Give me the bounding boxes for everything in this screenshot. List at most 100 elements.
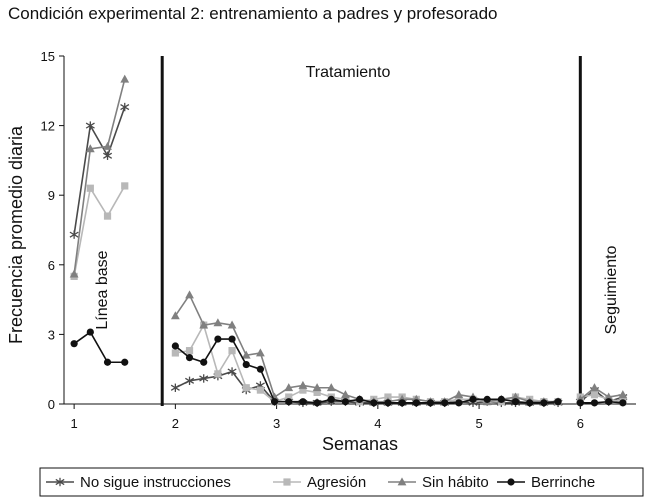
data-point-triangle: [103, 141, 112, 150]
data-point-circle: [121, 358, 129, 366]
data-point-triangle: [199, 320, 209, 329]
data-point-triangle: [256, 348, 265, 357]
x-tick-label: 2: [172, 416, 179, 431]
star-stroke: [120, 103, 130, 111]
data-point-star: [227, 367, 237, 376]
data-point-square: [313, 388, 321, 396]
series-star: [69, 102, 628, 408]
data-point-triangle: [85, 144, 95, 153]
series-square: [70, 182, 627, 406]
data-point-circle: [256, 365, 265, 373]
data-point-star: [185, 376, 195, 385]
data-point-square: [242, 384, 250, 392]
data-point-square: [121, 182, 129, 190]
data-point-circle: [497, 395, 505, 403]
star-stroke: [199, 375, 209, 382]
data-point-triangle: [312, 383, 322, 392]
data-point-circle: [341, 398, 350, 406]
data-point-circle: [412, 399, 420, 407]
legend-label: Berrinche: [531, 474, 595, 491]
legend-label: Sin hábito: [422, 474, 489, 491]
data-point-square: [171, 349, 179, 357]
data-point-circle: [441, 399, 449, 407]
y-tick-label: 15: [41, 49, 55, 64]
legend-box: [39, 467, 644, 497]
series-line: [73, 185, 126, 277]
y-tick-label: 0: [48, 397, 55, 412]
series-line: [73, 330, 125, 364]
data-point-triangle: [326, 383, 336, 392]
data-point-circle: [483, 395, 491, 403]
star-stroke: [55, 478, 65, 486]
data-point-circle: [540, 399, 548, 407]
data-point-circle: [605, 398, 613, 406]
data-point-triangle: [170, 311, 180, 320]
series-line: [579, 386, 623, 400]
data-point-square: [256, 386, 265, 394]
data-point-square: [86, 184, 94, 192]
followup-label: Seguimiento: [603, 245, 620, 334]
data-point-circle: [370, 399, 378, 407]
data-point-star: [199, 374, 209, 383]
data-point-circle: [313, 399, 321, 407]
star-stroke: [227, 368, 237, 375]
data-point-triangle: [341, 390, 350, 399]
data-point-triangle: [397, 477, 407, 486]
series-line: [73, 79, 126, 275]
data-point-triangle: [618, 390, 628, 399]
data-point-circle: [86, 328, 94, 336]
data-point-circle: [103, 358, 112, 366]
series-triangle: [69, 74, 628, 406]
data-point-square: [185, 347, 194, 355]
data-point-triangle: [69, 269, 79, 278]
series-group: [69, 74, 628, 408]
y-tick-label: 9: [48, 188, 55, 203]
data-point-triangle: [511, 392, 520, 401]
data-point-circle: [185, 354, 194, 362]
star-stroke: [185, 377, 195, 384]
x-tick-label: 5: [475, 416, 482, 431]
data-point-square: [103, 212, 112, 220]
data-point-triangle: [298, 380, 308, 389]
data-point-circle: [171, 342, 179, 350]
baseline-label: Línea base: [94, 250, 111, 329]
data-point-star: [102, 151, 113, 160]
data-point-circle: [299, 398, 307, 406]
data-point-circle: [398, 399, 406, 407]
data-point-square: [299, 386, 307, 394]
y-tick-label: 3: [48, 327, 55, 342]
y-axis-title: Frecuencia promedio diaria: [6, 125, 26, 344]
star-stroke: [85, 122, 95, 129]
series-line: [73, 106, 126, 235]
y-tick-label: 12: [41, 119, 55, 134]
x-tick-label: 4: [374, 416, 381, 431]
data-point-circle: [426, 399, 435, 407]
data-point-star: [69, 230, 79, 239]
data-point-circle: [270, 398, 279, 406]
data-point-star: [170, 383, 180, 392]
data-point-triangle: [120, 74, 130, 83]
star-stroke: [102, 152, 113, 159]
data-point-circle: [511, 398, 520, 406]
phase-lines: [160, 56, 582, 406]
data-point-circle: [554, 398, 562, 406]
chart-title: Condición experimental 2: entrenamiento …: [8, 4, 498, 23]
data-point-star: [85, 121, 95, 130]
data-point-square: [283, 478, 291, 486]
legend: No sigue instrucciones Agresión Sin hábito…: [39, 467, 644, 497]
data-point-star: [55, 477, 65, 487]
legend-label: No sigue instrucciones: [80, 474, 231, 491]
legend-label: Agresión: [307, 474, 366, 491]
data-point-triangle: [185, 290, 194, 299]
data-point-square: [228, 347, 236, 355]
series-circle: [70, 328, 627, 407]
data-point-star: [120, 102, 130, 112]
x-tick-label: 1: [71, 416, 78, 431]
data-point-square: [384, 393, 392, 401]
data-point-triangle: [227, 320, 237, 329]
data-point-triangle: [241, 350, 251, 359]
annotations: Línea base Tratamiento Seguimiento: [94, 64, 620, 334]
